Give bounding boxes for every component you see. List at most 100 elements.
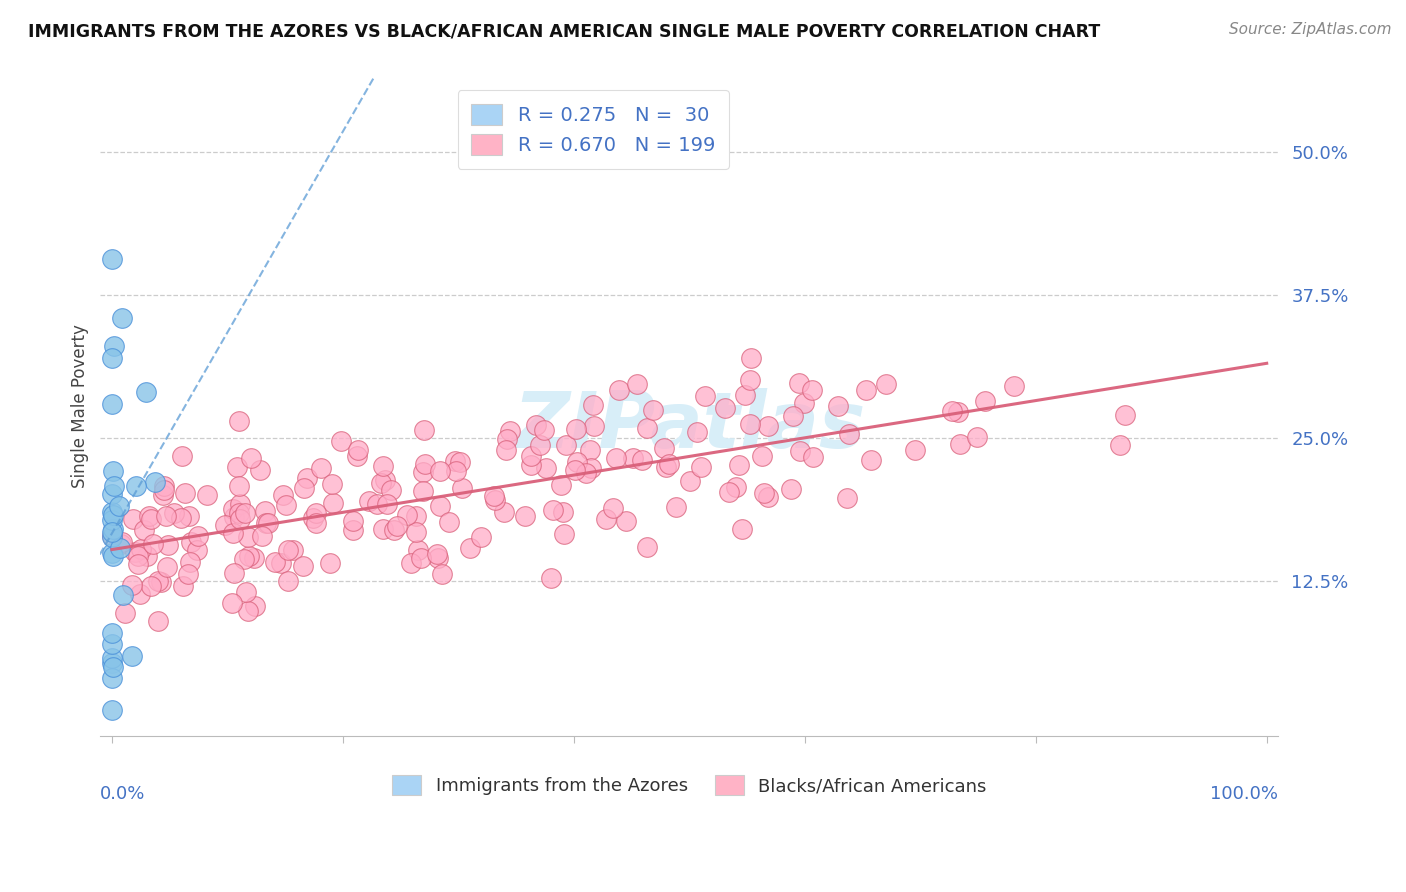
Point [318,557,340,571]
Point [101,529,124,543]
Point [655,459,678,474]
Point [579,443,602,458]
Y-axis label: Single Male Poverty: Single Male Poverty [72,325,89,489]
Point [153,479,176,493]
Point [235,506,257,520]
Point [621,450,644,465]
Point [101,508,124,523]
Point [789,444,811,458]
Point [717,485,740,500]
Point [101,651,124,665]
Point [101,351,124,365]
Point [163,506,186,520]
Point [101,549,124,563]
Point [713,401,735,416]
Point [1002,379,1025,393]
Point [974,393,997,408]
Point [636,421,658,435]
Point [740,373,762,387]
Point [444,454,467,468]
Point [170,449,193,463]
Point [387,519,409,533]
Point [756,490,779,504]
Point [297,471,319,485]
Point [855,384,877,398]
Point [652,441,675,455]
Point [375,497,398,511]
Point [214,517,236,532]
Point [142,537,165,551]
Point [550,477,572,491]
Point [101,505,124,519]
Point [321,477,343,491]
Point [101,252,124,266]
Point [1108,438,1130,452]
Point [513,508,536,523]
Point [342,523,364,537]
Point [595,511,617,525]
Point [575,466,598,480]
Point [636,540,658,554]
Point [187,528,209,542]
Point [458,541,481,555]
Point [875,377,897,392]
Point [101,525,124,540]
Point [243,599,266,614]
Point [686,425,709,439]
Point [127,557,149,571]
Point [124,545,146,559]
Point [179,555,201,569]
Point [904,442,927,457]
Point [519,458,541,473]
Point [780,482,803,496]
Point [101,530,124,544]
Point [565,422,588,436]
Point [277,574,299,588]
Point [693,389,716,403]
Point [225,460,247,475]
Point [249,463,271,477]
Point [229,512,252,526]
Point [138,508,160,523]
Point [529,438,551,452]
Point [370,475,392,490]
Point [520,449,543,463]
Point [740,417,762,431]
Point [446,464,468,478]
Point [103,339,125,353]
Point [170,510,193,524]
Point [342,514,364,528]
Point [224,566,246,581]
Point [153,483,176,497]
Point [180,534,202,549]
Point [484,492,506,507]
Point [111,311,134,326]
Point [641,403,664,417]
Point [838,427,860,442]
Point [254,516,277,530]
Point [399,556,422,570]
Point [751,449,773,463]
Point [172,579,194,593]
Point [801,450,824,465]
Point [941,404,963,418]
Point [222,509,245,524]
Point [564,462,586,476]
Point [302,511,325,525]
Point [554,437,576,451]
Point [439,515,461,529]
Point [127,549,149,564]
Point [121,577,143,591]
Point [228,479,250,493]
Point [254,504,277,518]
Point [725,480,748,494]
Point [740,351,762,365]
Point [277,543,299,558]
Point [782,409,804,423]
Point [239,450,262,465]
Point [283,543,305,558]
Point [413,458,436,472]
Point [139,579,162,593]
Point [263,555,285,569]
Point [103,522,125,536]
